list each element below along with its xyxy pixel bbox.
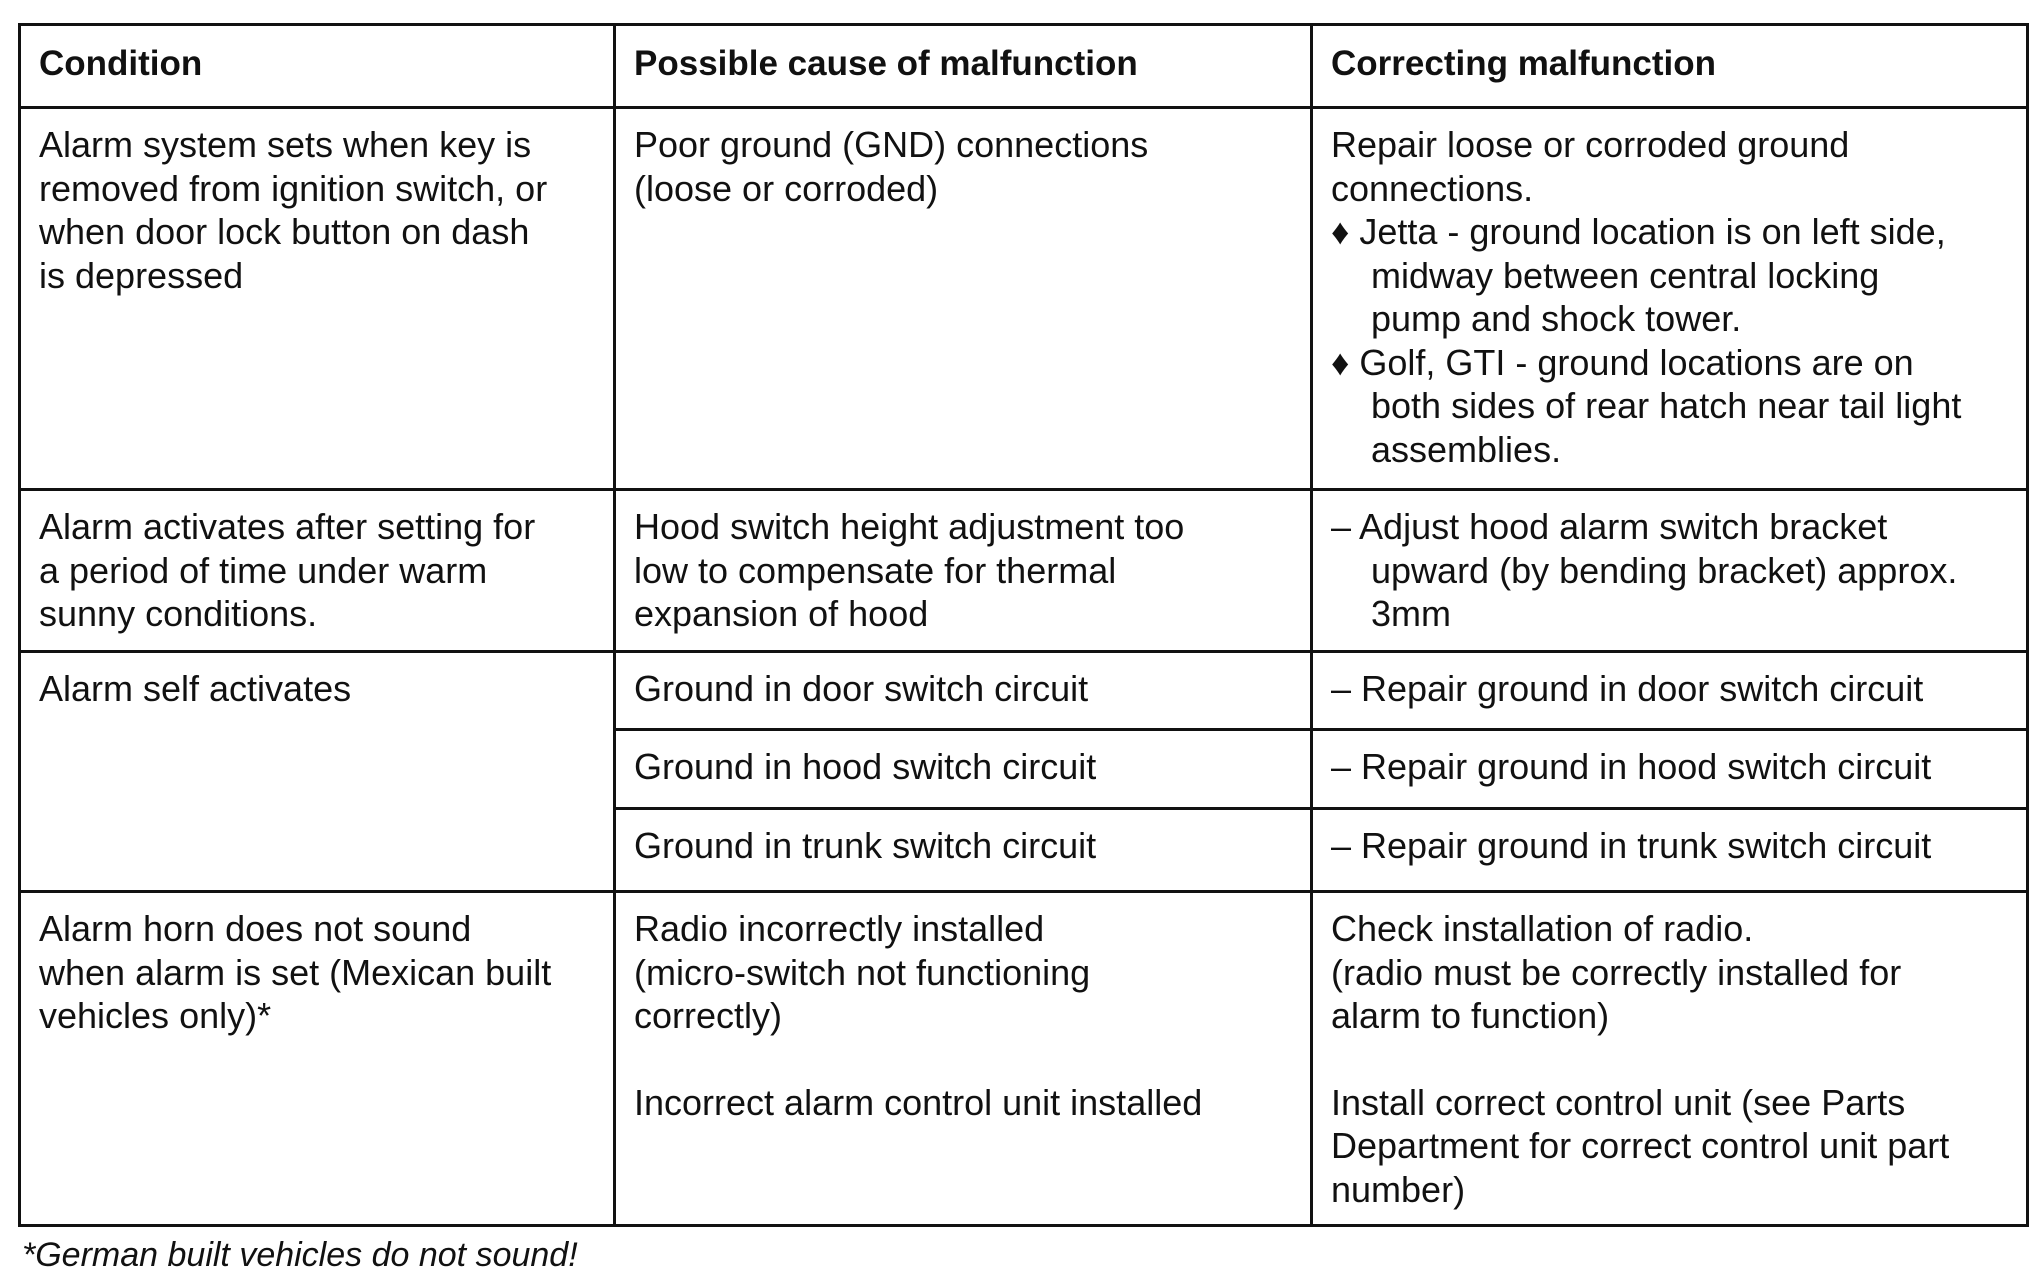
correction-cell: – Repair ground in trunk switch circuit bbox=[1310, 807, 2029, 893]
correction-cell: – Repair ground in hood switch circuit bbox=[1310, 728, 2029, 810]
cell-line: number) bbox=[1331, 1168, 1466, 1210]
cell-line: connections. bbox=[1331, 167, 1534, 209]
condition-cell: Alarm activates after setting for a perio… bbox=[18, 488, 616, 653]
cell-line: Hood switch height adjustment too bbox=[634, 506, 1185, 547]
cell-line: Check installation of radio. bbox=[1331, 908, 1754, 949]
cell-line: (radio must be correctly installed for bbox=[1331, 951, 1902, 993]
header-cause: Possible cause of malfunction bbox=[613, 23, 1313, 109]
correction-cell: Repair loose or corroded ground connectio… bbox=[1310, 106, 2029, 491]
cell-line: a period of time under warm bbox=[39, 549, 488, 591]
cell-line: ♦ Jetta - ground location is on left sid… bbox=[1331, 211, 1946, 252]
cell-line: ♦ Golf, GTI - ground locations are on bbox=[1331, 341, 1914, 383]
header-condition: Condition bbox=[18, 23, 616, 109]
table-row: Alarm activates after setting for a perio… bbox=[18, 488, 2029, 653]
cell-line: alarm to function) bbox=[1331, 995, 1610, 1036]
cell-line: both sides of rear hatch near tail light bbox=[1371, 385, 1962, 426]
cell-line: correctly) bbox=[634, 995, 783, 1036]
cell-line: Alarm horn does not sound bbox=[39, 908, 472, 949]
cell-line: vehicles only)* bbox=[39, 995, 272, 1036]
cell-line: when door lock button on dash bbox=[39, 211, 530, 252]
table-row: Ground in trunk switch circuit – Repair … bbox=[20, 807, 2029, 893]
table-row: Alarm horn does not sound when alarm is s… bbox=[18, 890, 2029, 1227]
cell-line: – Repair ground in hood switch circuit bbox=[1331, 746, 1932, 787]
cell-line: is depressed bbox=[39, 254, 244, 296]
header-row: Condition Possible cause of malfunction … bbox=[18, 23, 2029, 109]
cell-line: Incorrect alarm control unit installed bbox=[634, 1081, 1203, 1123]
cell-line: midway between central locking bbox=[1371, 254, 1880, 296]
cell-line: (loose or corroded) bbox=[634, 167, 939, 209]
footnote: *German built vehicles do not sound! bbox=[22, 1236, 578, 1274]
cell-line: – Repair ground in trunk switch circuit bbox=[1331, 825, 1932, 866]
correction-cell: Check installation of radio. (radio must … bbox=[1310, 890, 2029, 1227]
cell-line: pump and shock tower. bbox=[1371, 298, 1742, 339]
troubleshooting-table: Condition Possible cause of malfunction … bbox=[18, 23, 2029, 1227]
cell-line: Ground in hood switch circuit bbox=[634, 746, 1097, 787]
cell-line: assemblies. bbox=[1371, 428, 1562, 470]
cell-line: Radio incorrectly installed bbox=[634, 908, 1045, 949]
cell-line: removed from ignition switch, or bbox=[39, 167, 548, 209]
cell-line: Alarm system sets when key is bbox=[39, 124, 532, 165]
correction-cell: – Repair ground in door switch circuit bbox=[1310, 650, 2029, 731]
cell-line: when alarm is set (Mexican built bbox=[39, 951, 552, 993]
cell-line: – Repair ground in door switch circuit bbox=[1331, 668, 1924, 709]
condition-cell: Alarm horn does not sound when alarm is s… bbox=[18, 890, 616, 1227]
cell-line: low to compensate for thermal bbox=[634, 549, 1117, 591]
table-row: Alarm system sets when key is removed fro… bbox=[18, 106, 2029, 491]
cell-line: upward (by bending bracket) approx. bbox=[1371, 549, 1958, 591]
cause-cell: Ground in trunk switch circuit bbox=[613, 807, 1313, 893]
table-row: Ground in hood switch circuit – Repair g… bbox=[20, 728, 2029, 810]
correction-cell: – Adjust hood alarm switch bracket upward… bbox=[1310, 488, 2029, 653]
cause-cell: Ground in hood switch circuit bbox=[613, 728, 1313, 810]
cell-line: sunny conditions. bbox=[39, 593, 318, 634]
condition-cell: Alarm system sets when key is removed fro… bbox=[18, 106, 616, 491]
cause-cell: Hood switch height adjustment too low to … bbox=[613, 488, 1313, 653]
cell-line: expansion of hood bbox=[634, 593, 929, 634]
cause-cell: Radio incorrectly installed (micro-switch… bbox=[613, 890, 1313, 1227]
cell-line: Install correct control unit (see Parts bbox=[1331, 1081, 1906, 1123]
cell-line: – Adjust hood alarm switch bracket bbox=[1331, 506, 1888, 547]
cell-line: Repair loose or corroded ground bbox=[1331, 124, 1850, 165]
cell-line: Ground in trunk switch circuit bbox=[634, 825, 1097, 866]
cell-line: (micro-switch not functioning bbox=[634, 951, 1091, 993]
table-row: Alarm self activates Ground in door swit… bbox=[18, 650, 2029, 893]
cell-line: Alarm self activates bbox=[39, 668, 352, 709]
cell-line: Ground in door switch circuit bbox=[634, 668, 1089, 709]
cause-cell: Poor ground (GND) connections (loose or c… bbox=[613, 106, 1313, 491]
cell-line: 3mm bbox=[1371, 593, 1451, 634]
condition-cell: Alarm self activates bbox=[18, 650, 616, 893]
cell-line: Poor ground (GND) connections bbox=[634, 124, 1149, 165]
cause-cell: Ground in door switch circuit bbox=[613, 650, 1313, 731]
cell-line: Alarm activates after setting for bbox=[39, 506, 536, 547]
header-correction: Correcting malfunction bbox=[1310, 23, 2029, 109]
cell-line bbox=[634, 1038, 1292, 1081]
cell-line bbox=[1331, 1038, 2008, 1081]
cell-line: Department for correct control unit part bbox=[1331, 1125, 1950, 1166]
